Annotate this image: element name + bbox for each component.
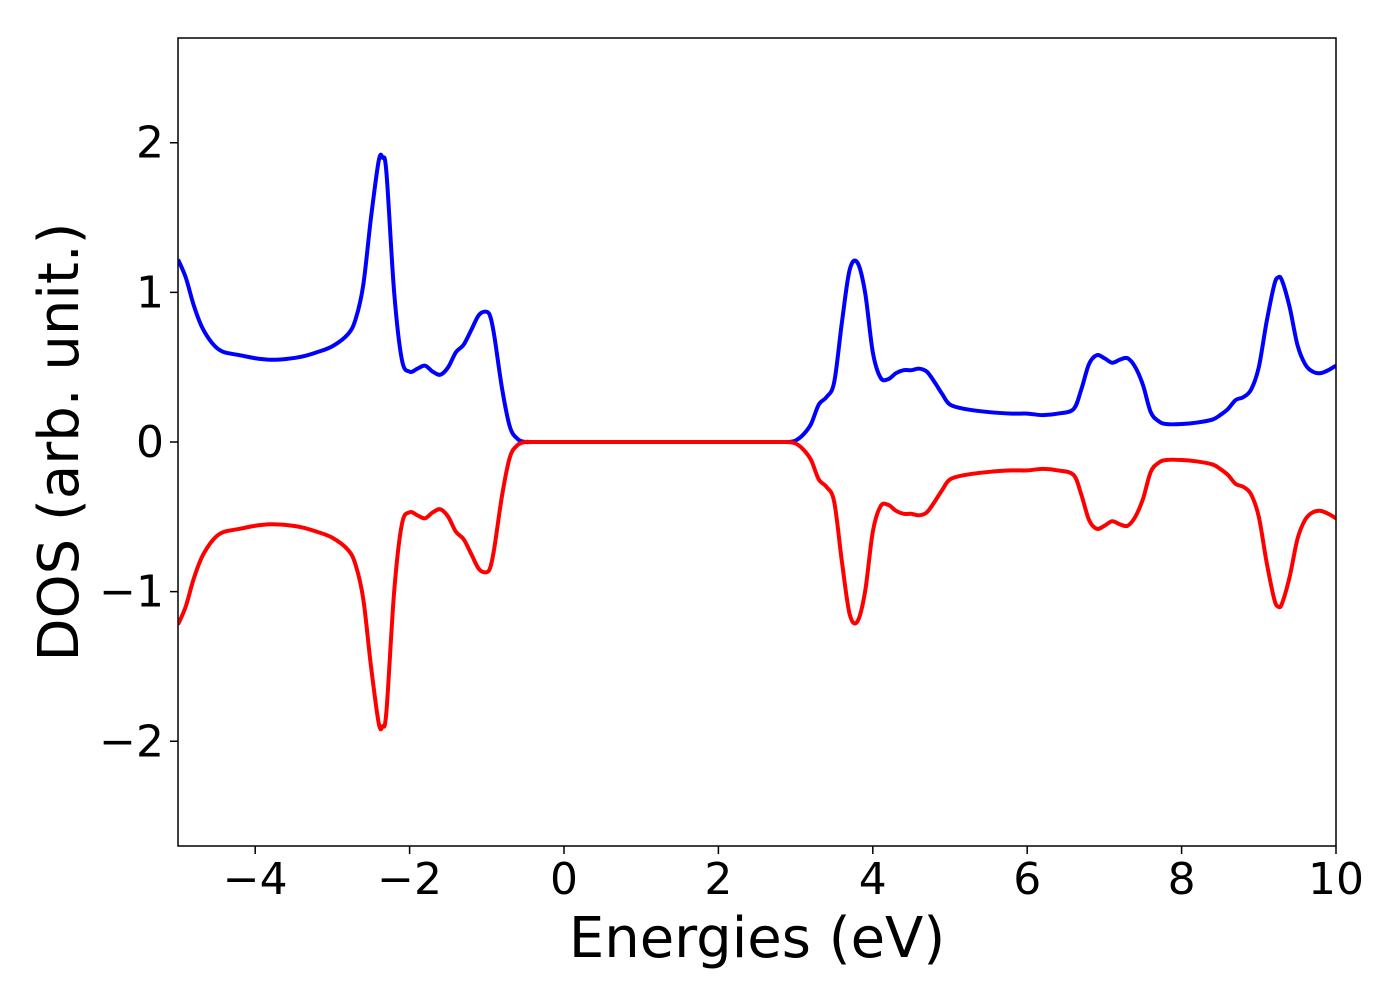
x-tick-label: 0 [550,854,578,905]
x-tick-label: 8 [1168,854,1196,905]
series-line-1 [178,152,1336,445]
x-axis-ticks: −4 −2 0 2 4 6 8 10 [223,846,1364,905]
y-tick-label: 1 [136,267,164,318]
x-tick-label: 10 [1308,854,1364,905]
series-layer [178,152,1336,732]
series-line-2 [178,439,1336,732]
x-tick-label: 4 [859,854,887,905]
y-axis-label: DOS (arb. unit.) [27,222,92,661]
x-axis-label: Energies (eV) [569,906,945,971]
x-tick-label: 2 [704,854,732,905]
x-tick-label: −2 [377,854,442,905]
y-tick-label: −2 [99,716,164,767]
y-tick-label: 2 [136,118,164,169]
x-tick-label: 6 [1013,854,1041,905]
x-tick-label: −4 [223,854,288,905]
y-axis-ticks: −2 −1 0 1 2 [99,118,178,767]
y-tick-label: 0 [136,417,164,468]
y-tick-label: −1 [99,567,164,618]
